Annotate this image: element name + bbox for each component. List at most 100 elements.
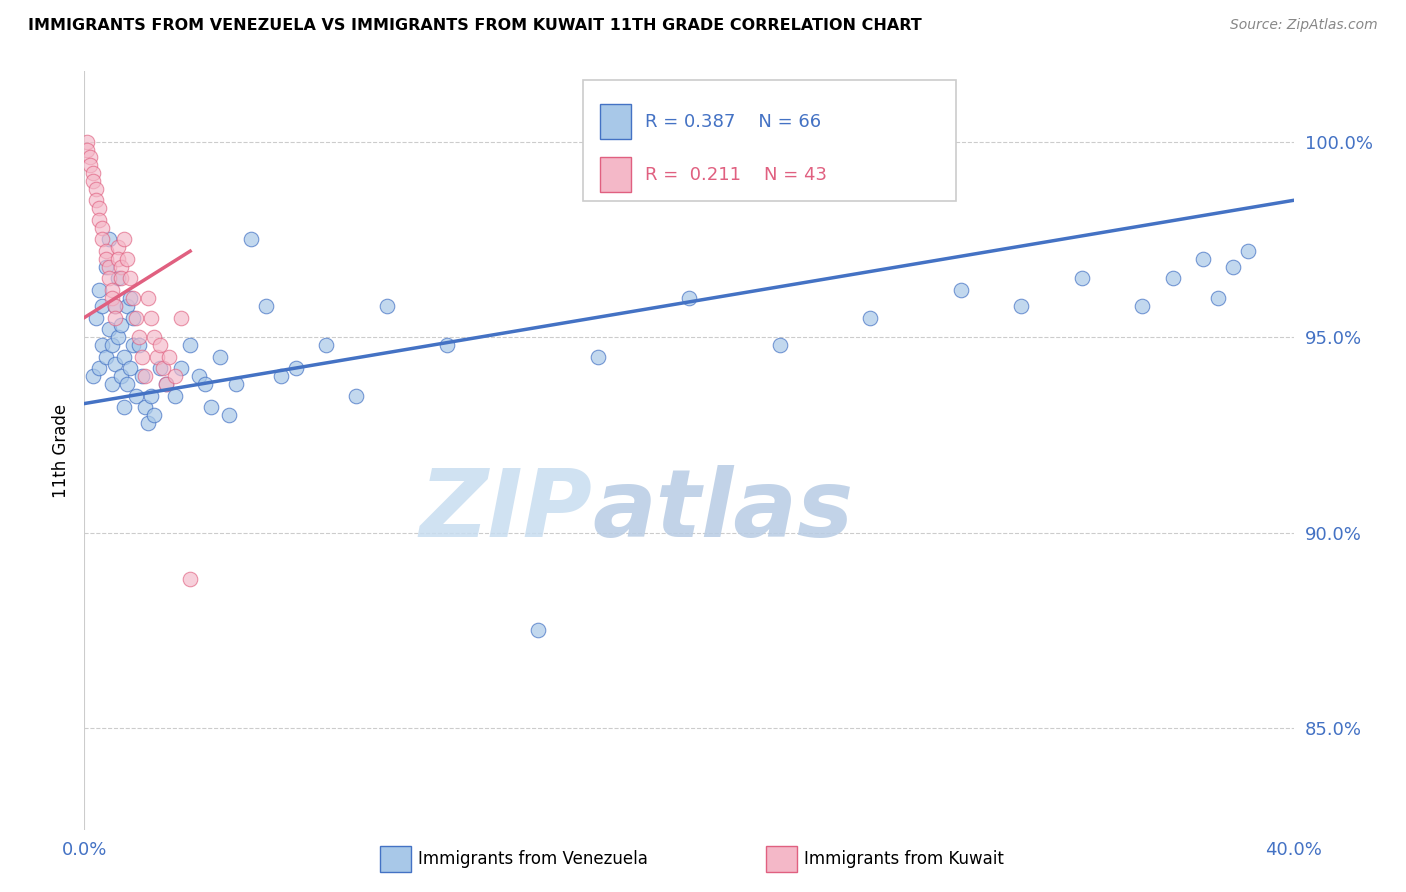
- Point: [136, 416, 159, 430]
- Point: [1161, 271, 1184, 285]
- Point: [89, 361, 111, 376]
- Point: [121, 310, 143, 325]
- Point: [1011, 299, 1033, 313]
- Point: [76, 143, 98, 157]
- Point: [112, 232, 135, 246]
- Point: [107, 271, 129, 285]
- Point: [104, 310, 127, 325]
- Point: [115, 377, 138, 392]
- Point: [239, 232, 262, 246]
- Point: [104, 299, 127, 313]
- Point: [82, 174, 104, 188]
- Point: [118, 271, 141, 285]
- Text: ZIP: ZIP: [419, 465, 592, 558]
- Text: Immigrants from Venezuela: Immigrants from Venezuela: [418, 850, 647, 868]
- Point: [110, 260, 132, 274]
- Point: [170, 310, 193, 325]
- Point: [134, 369, 156, 384]
- Point: [149, 361, 172, 376]
- Point: [82, 166, 104, 180]
- Point: [170, 361, 193, 376]
- Point: [104, 358, 127, 372]
- Point: [110, 318, 132, 333]
- Point: [118, 361, 141, 376]
- Point: [155, 377, 177, 392]
- Point: [107, 240, 129, 254]
- Point: [179, 338, 201, 352]
- Point: [86, 194, 108, 208]
- Point: [136, 291, 159, 305]
- Point: [100, 291, 122, 305]
- Point: [97, 260, 120, 274]
- Point: [79, 150, 101, 164]
- Point: [97, 322, 120, 336]
- Point: [346, 389, 368, 403]
- Point: [149, 338, 172, 352]
- Point: [128, 330, 150, 344]
- Point: [100, 377, 122, 392]
- Point: [89, 283, 111, 297]
- Point: [165, 389, 187, 403]
- Point: [110, 271, 132, 285]
- Point: [110, 369, 132, 384]
- Point: [1237, 244, 1260, 259]
- Point: [91, 220, 114, 235]
- Point: [86, 181, 108, 195]
- Point: [155, 377, 177, 392]
- Point: [285, 361, 308, 376]
- Point: [678, 291, 700, 305]
- Point: [115, 299, 138, 313]
- Point: [94, 350, 117, 364]
- Point: [131, 369, 153, 384]
- Point: [125, 310, 148, 325]
- Point: [209, 350, 232, 364]
- Text: Immigrants from Kuwait: Immigrants from Kuwait: [804, 850, 1004, 868]
- Point: [89, 201, 111, 215]
- Point: [100, 283, 122, 297]
- Point: [91, 338, 114, 352]
- Point: [315, 338, 337, 352]
- Point: [91, 232, 114, 246]
- Point: [1206, 291, 1229, 305]
- Point: [131, 350, 153, 364]
- Point: [125, 389, 148, 403]
- Point: [165, 369, 187, 384]
- Point: [76, 135, 98, 149]
- Point: [121, 338, 143, 352]
- Point: [194, 377, 217, 392]
- Point: [188, 369, 211, 384]
- Point: [142, 409, 165, 423]
- Point: [139, 389, 162, 403]
- Text: R = 0.387    N = 66: R = 0.387 N = 66: [645, 112, 821, 130]
- Point: [1130, 299, 1153, 313]
- Point: [115, 252, 138, 266]
- Point: [527, 624, 550, 638]
- Text: R =  0.211    N = 43: R = 0.211 N = 43: [645, 166, 827, 184]
- Point: [112, 401, 135, 415]
- Point: [254, 299, 277, 313]
- Point: [118, 291, 141, 305]
- Point: [107, 330, 129, 344]
- Point: [86, 310, 108, 325]
- Point: [139, 310, 162, 325]
- Text: Source: ZipAtlas.com: Source: ZipAtlas.com: [1230, 18, 1378, 32]
- Point: [94, 244, 117, 259]
- Point: [104, 299, 127, 313]
- Point: [97, 232, 120, 246]
- Point: [436, 338, 458, 352]
- Y-axis label: 11th Grade: 11th Grade: [52, 403, 70, 498]
- Point: [142, 330, 165, 344]
- Point: [769, 338, 792, 352]
- Point: [94, 252, 117, 266]
- Text: IMMIGRANTS FROM VENEZUELA VS IMMIGRANTS FROM KUWAIT 11TH GRADE CORRELATION CHART: IMMIGRANTS FROM VENEZUELA VS IMMIGRANTS …: [28, 18, 922, 33]
- Point: [121, 291, 143, 305]
- Point: [89, 212, 111, 227]
- Point: [950, 283, 973, 297]
- Point: [1192, 252, 1215, 266]
- Point: [152, 361, 174, 376]
- Point: [225, 377, 247, 392]
- Point: [1071, 271, 1094, 285]
- Point: [179, 573, 201, 587]
- Point: [134, 401, 156, 415]
- Point: [588, 350, 610, 364]
